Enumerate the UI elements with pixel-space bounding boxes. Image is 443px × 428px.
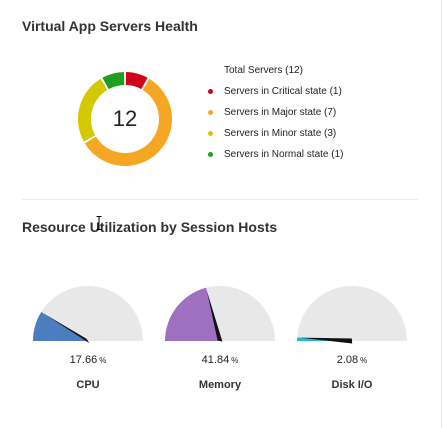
cpu-value: 17.66% <box>32 354 144 366</box>
minor-dot-icon <box>208 131 213 136</box>
utilization-section-title: Resource Utilization by Session Hosts <box>22 219 278 235</box>
critical-dot-icon <box>208 89 213 94</box>
legend-item-major[interactable]: Servers in Major state (7) <box>208 107 336 118</box>
memory-value: 41.84% <box>164 354 276 366</box>
disk-io-gauge-svg <box>297 286 407 344</box>
disk-io-label: Disk I/O <box>331 379 373 391</box>
memory-value-number: 41.84 <box>201 354 230 366</box>
gauge-needle <box>43 313 90 344</box>
major-dot-icon <box>208 110 213 115</box>
cpu-label: CPU <box>76 379 100 391</box>
gauge-track <box>297 286 407 341</box>
donut-svg <box>78 72 172 166</box>
health-donut-chart[interactable]: 12 <box>74 68 176 170</box>
legend-total: Total Servers (12) <box>224 65 303 76</box>
total-servers-count: 12 <box>112 106 138 131</box>
donut-segment-major[interactable] <box>84 78 172 166</box>
text-cursor-icon <box>96 216 102 230</box>
gauge-disk-io[interactable] <box>296 282 408 344</box>
disk-io-value-number: 2.08 <box>336 354 359 366</box>
disk-io-value: 2.08% <box>296 354 408 366</box>
cpu-value-number: 17.66 <box>69 354 98 366</box>
cpu-gauge-svg <box>33 286 143 344</box>
legend-item-normal[interactable]: Servers in Normal state (1) <box>208 149 343 160</box>
donut-segment-normal[interactable] <box>102 72 125 90</box>
memory-gauge-svg <box>165 286 275 342</box>
gauge-cpu[interactable] <box>32 282 144 344</box>
donut-segment-critical[interactable] <box>125 72 148 90</box>
disk-io-value-unit: % <box>360 356 368 365</box>
health-section-title: Virtual App Servers Health <box>22 18 198 34</box>
legend-item-minor[interactable]: Servers in Minor state (3) <box>208 128 336 139</box>
memory-value-unit: % <box>231 356 239 365</box>
gauge-memory[interactable] <box>164 282 276 344</box>
legend-item-critical[interactable]: Servers in Critical state (1) <box>208 86 342 97</box>
cpu-value-unit: % <box>99 356 107 365</box>
legend-label-minor: Servers in Minor state (3) <box>224 128 337 139</box>
normal-dot-icon <box>208 152 213 157</box>
legend-label-major: Servers in Major state (7) <box>224 107 337 118</box>
gauge-fill <box>165 287 220 341</box>
donut-segment-minor[interactable] <box>78 78 108 142</box>
memory-label: Memory <box>198 379 242 391</box>
gauge-fill <box>33 312 88 341</box>
legend-label-critical: Servers in Critical state (1) <box>224 86 342 97</box>
section-divider <box>22 199 418 200</box>
legend-label-normal: Servers in Normal state (1) <box>224 149 344 160</box>
